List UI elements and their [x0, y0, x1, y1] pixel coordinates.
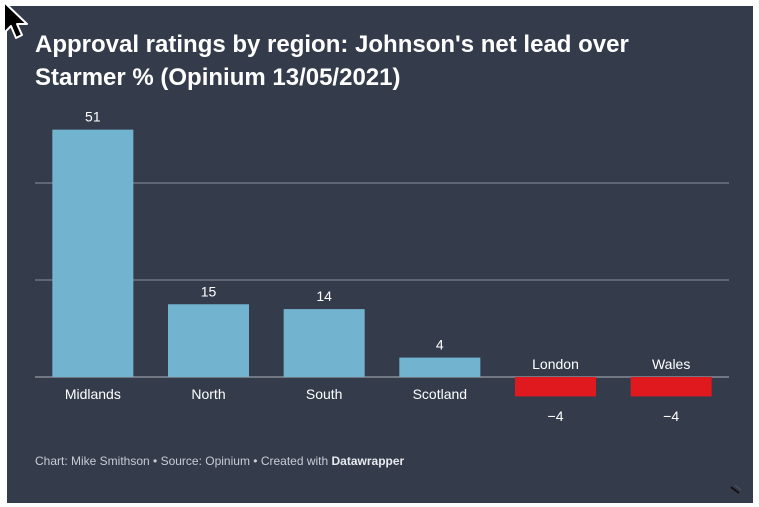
data-label: −4	[548, 408, 564, 424]
bar	[515, 377, 596, 397]
data-label: 14	[316, 288, 332, 304]
bar	[630, 377, 712, 397]
chart-title: Approval ratings by region: Johnson's ne…	[35, 31, 629, 91]
bar-chart: 51 Midlands 15 North 14 South 4 Scotland −4 Londo…	[35, 109, 729, 424]
data-label: 51	[85, 109, 101, 125]
footer-brand: Datawrapper	[331, 454, 405, 468]
category-label: South	[306, 386, 343, 402]
data-label: −4	[663, 408, 679, 424]
category-label: London	[532, 356, 579, 372]
bar	[283, 309, 365, 377]
footer-credit: Chart: Mike Smithson • Source: Opinium •…	[35, 454, 332, 468]
resize-handle-icon[interactable]	[729, 481, 743, 495]
bar	[399, 357, 481, 377]
bar	[168, 304, 249, 377]
category-label: North	[191, 386, 225, 402]
category-label: Wales	[652, 356, 690, 372]
data-label: 4	[436, 337, 444, 353]
category-label: Scotland	[413, 386, 467, 402]
category-label: Midlands	[65, 386, 121, 402]
chart-container: Approval ratings by region: Johnson's ne…	[7, 6, 753, 503]
chart-footer: Chart: Mike Smithson • Source: Opinium •…	[35, 454, 404, 468]
data-label: 15	[201, 283, 217, 299]
mouse-cursor-icon	[3, 1, 28, 39]
bar	[52, 129, 134, 377]
